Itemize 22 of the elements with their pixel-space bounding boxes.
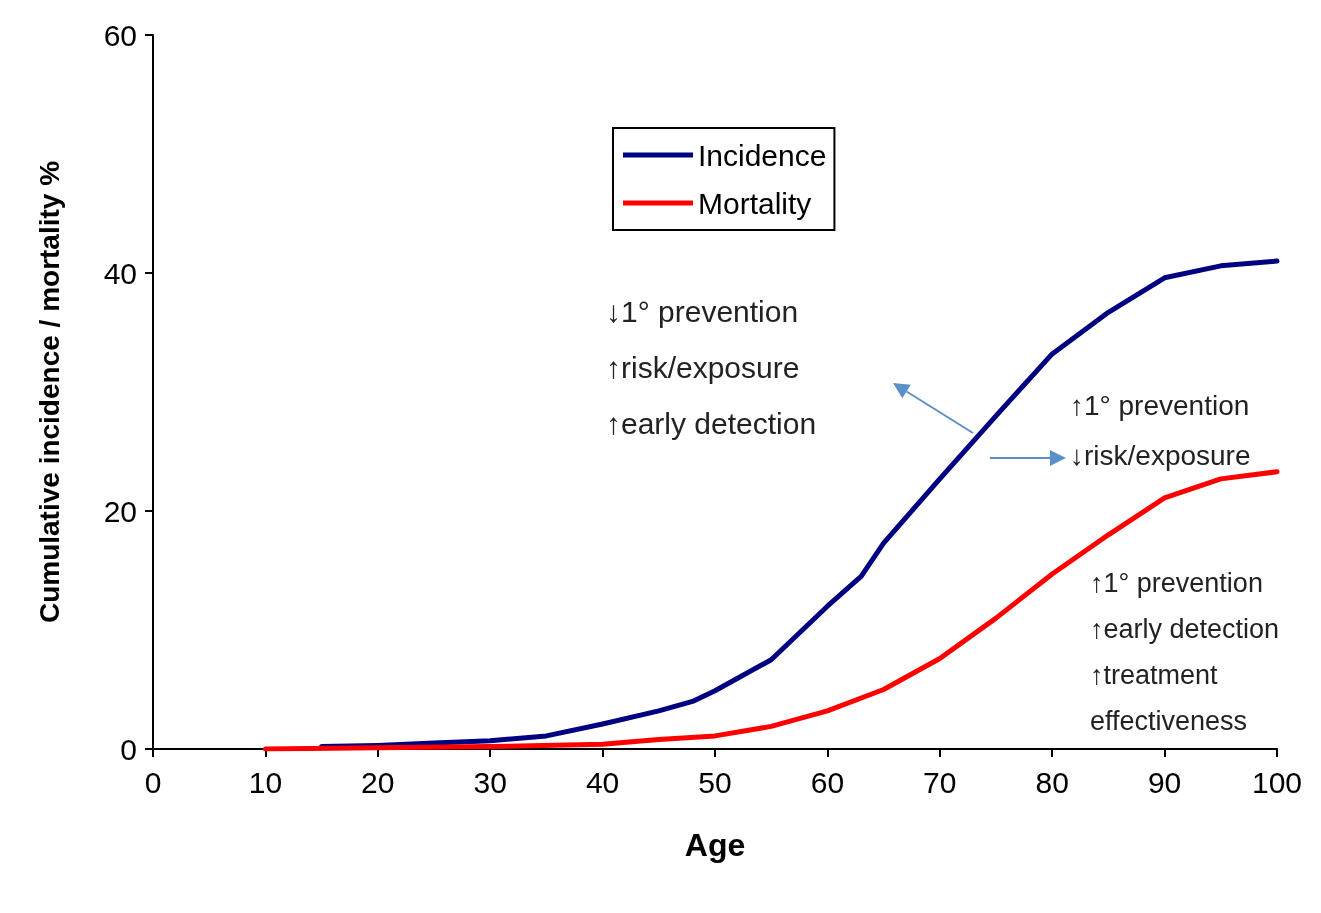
y-tick-label: 0	[120, 732, 137, 766]
annotation: ↓1° prevention ↑risk/exposure ↑early detection	[606, 294, 817, 440]
x-tick-label: 70	[923, 765, 957, 799]
x-tick-label: 100	[1251, 765, 1303, 799]
x-tick-label: 80	[1035, 765, 1069, 799]
x-tick-label: 50	[698, 765, 732, 799]
y-tick-label: 20	[103, 494, 137, 528]
y-tick-label: 60	[103, 18, 137, 52]
y-tick-label: 40	[103, 256, 137, 290]
x-tick-label: 0	[144, 765, 162, 799]
annotation: ↑1° prevention ↓risk/exposure	[1070, 389, 1251, 471]
x-tick-label: 90	[1147, 765, 1182, 799]
x-tick-label: 30	[473, 765, 507, 799]
x-tick-label: 10	[248, 765, 283, 799]
x-axis-title: Age	[684, 827, 746, 863]
legend-label: Mortality	[698, 186, 812, 220]
x-tick-label: 60	[810, 765, 845, 799]
legend-label: Incidence	[698, 138, 827, 172]
x-tick-label: 40	[585, 765, 620, 799]
annotation: ↑1° prevention ↑early detection ↑treatment effectiveness	[1090, 568, 1280, 736]
x-tick-label: 20	[361, 765, 395, 799]
y-axis-title: Cumulative incidence / mortality %	[33, 160, 65, 624]
